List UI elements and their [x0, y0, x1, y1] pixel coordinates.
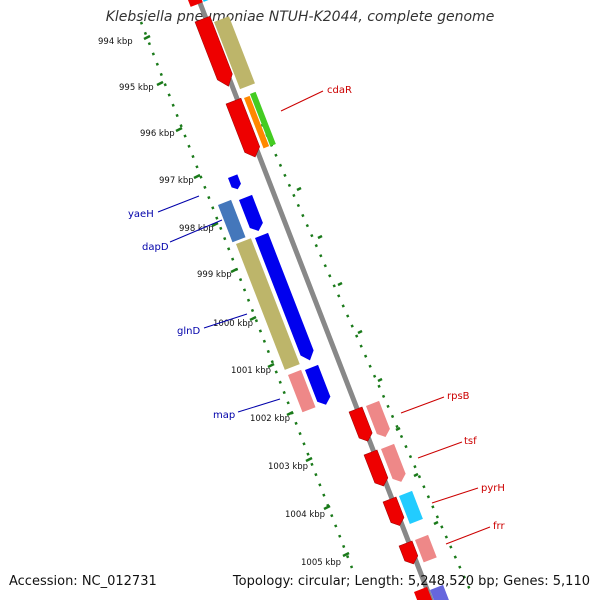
gc-dots-right: [260, 123, 472, 591]
gene-feature: [236, 238, 300, 370]
gene-label-frr: frr: [493, 521, 505, 532]
tick-label: 998 kbp: [179, 224, 214, 234]
gene-label-yaeH: yaeH: [128, 209, 154, 220]
gene-feature: [250, 91, 276, 147]
gene-feature: [228, 174, 241, 190]
label-leaders: [157, 90, 491, 545]
gene-feature: [398, 540, 419, 565]
genome-meta-text: Topology: circular; Length: 5,248,520 bp…: [232, 574, 590, 589]
tick-label: 1003 kbp: [268, 462, 308, 472]
gene-feature: [218, 199, 246, 243]
tick-label: 997 kbp: [159, 176, 194, 186]
gene-feature: [305, 364, 331, 405]
gene-labels: cdaR yaeH dapD glnD map rpsB tsf pyrH fr…: [128, 85, 505, 532]
gene-label-rpsB: rpsB: [447, 391, 470, 402]
gene-feature: [239, 194, 263, 232]
tick-labels: 994 kbp 995 kbp 996 kbp 997 kbp 998 kbp …: [98, 37, 341, 568]
gene-feature: [430, 584, 451, 600]
tick-label: 994 kbp: [98, 37, 133, 47]
tick-label: 1004 kbp: [285, 510, 325, 520]
tick-label: 999 kbp: [197, 270, 232, 280]
gene-feature: [186, 0, 203, 7]
gene-feature: [255, 232, 314, 361]
gene-feature: [382, 496, 405, 526]
gene-label-pyrH: pyrH: [481, 483, 505, 494]
tick-label: 1000 kbp: [213, 319, 253, 329]
gene-feature: [366, 400, 390, 438]
gene-feature: [415, 534, 437, 563]
tick-label: 1001 kbp: [231, 366, 271, 376]
tick-marks: [143, 34, 350, 558]
gene-feature: [288, 369, 316, 413]
gene-label-cdaR: cdaR: [327, 85, 352, 96]
gene-label-glnD: glnD: [177, 326, 200, 337]
right-tick-marks: [296, 186, 439, 526]
gene-label-tsf: tsf: [464, 436, 477, 447]
tick-label: 1002 kbp: [250, 414, 290, 424]
gene-feature: [225, 97, 260, 158]
gene-label-dapD: dapD: [142, 242, 169, 253]
gene-feature: [399, 490, 423, 524]
gene-feature: [381, 443, 406, 482]
gene-feature: [194, 15, 233, 87]
gene-feature: [348, 406, 373, 442]
tick-label: 995 kbp: [119, 83, 154, 93]
gene-label-map: map: [213, 410, 235, 421]
gene-feature: [244, 95, 270, 149]
gene-features: [186, 0, 451, 600]
gene-feature: [363, 449, 389, 487]
tick-label: 996 kbp: [140, 129, 175, 139]
accession-text: Accession: NC_012731: [9, 574, 157, 589]
gene-feature: [414, 586, 435, 600]
gene-feature: [214, 16, 255, 90]
tick-label: 1005 kbp: [301, 558, 341, 568]
